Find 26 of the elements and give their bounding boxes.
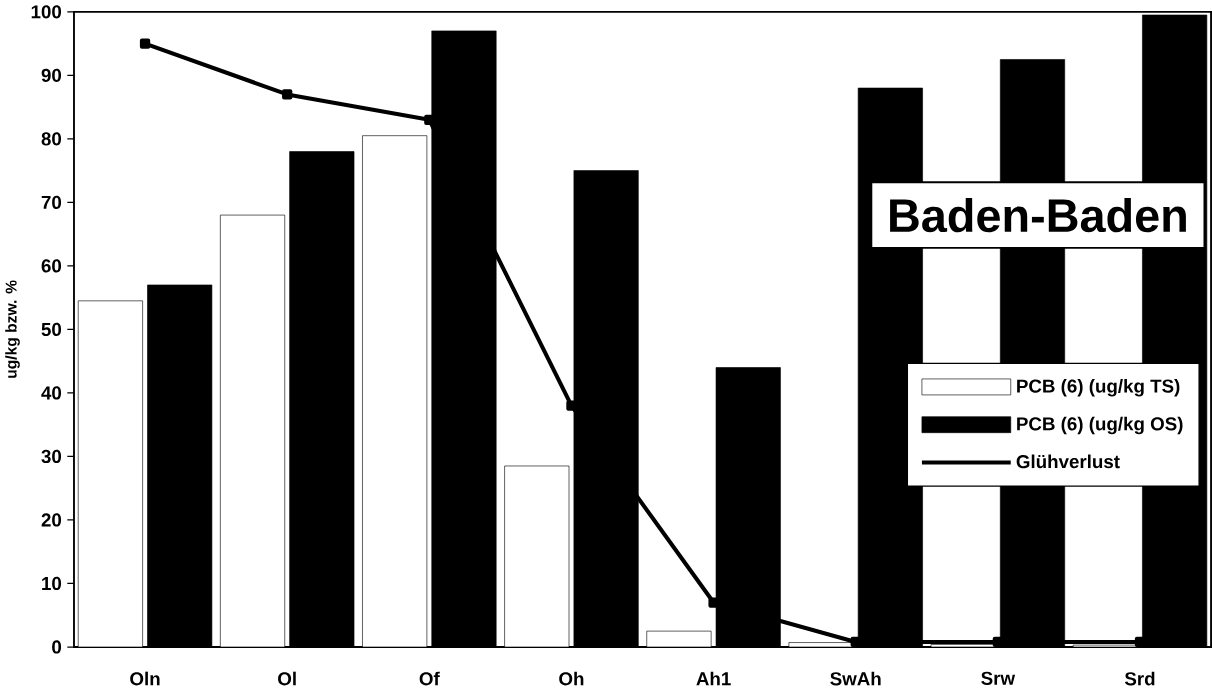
legend-label: PCB (6) (ug/kg OS) xyxy=(1017,416,1183,435)
y-tick-label: 40 xyxy=(41,386,62,400)
y-tick-label: 0 xyxy=(52,640,62,654)
y-tick-label: 80 xyxy=(41,132,62,146)
y-tick-label: 20 xyxy=(41,513,62,527)
y-tick-label: 100 xyxy=(31,5,62,19)
y-tick-label: 10 xyxy=(42,577,62,591)
x-tick-label: Srd xyxy=(1124,671,1155,686)
y-tick-label: 30 xyxy=(41,450,62,464)
point xyxy=(282,89,293,100)
x-tick-label: Of xyxy=(419,671,440,686)
x-tick-label: Srw xyxy=(981,671,1016,686)
y-tick-label: 50 xyxy=(41,322,62,337)
y-tick-label: 60 xyxy=(41,259,62,273)
x-tick-label: Ah1 xyxy=(696,671,731,686)
legend-label: PCB (6) (ug/kg TS) xyxy=(1017,379,1180,397)
y-axis-title: ug/kg bzw. % xyxy=(5,280,20,379)
point xyxy=(139,38,151,49)
x-tick-label: Ol xyxy=(278,671,296,686)
y-tick-label: 70 xyxy=(41,195,62,210)
x-tick-label: Oln xyxy=(130,671,160,686)
y-tick-label: 90 xyxy=(41,68,62,83)
text: Baden-Baden xyxy=(890,198,1186,233)
x-tick-label: Oh xyxy=(559,671,584,686)
x-tick-label: SwAh xyxy=(830,671,881,686)
legend-label: Glühverlust xyxy=(1016,454,1120,469)
